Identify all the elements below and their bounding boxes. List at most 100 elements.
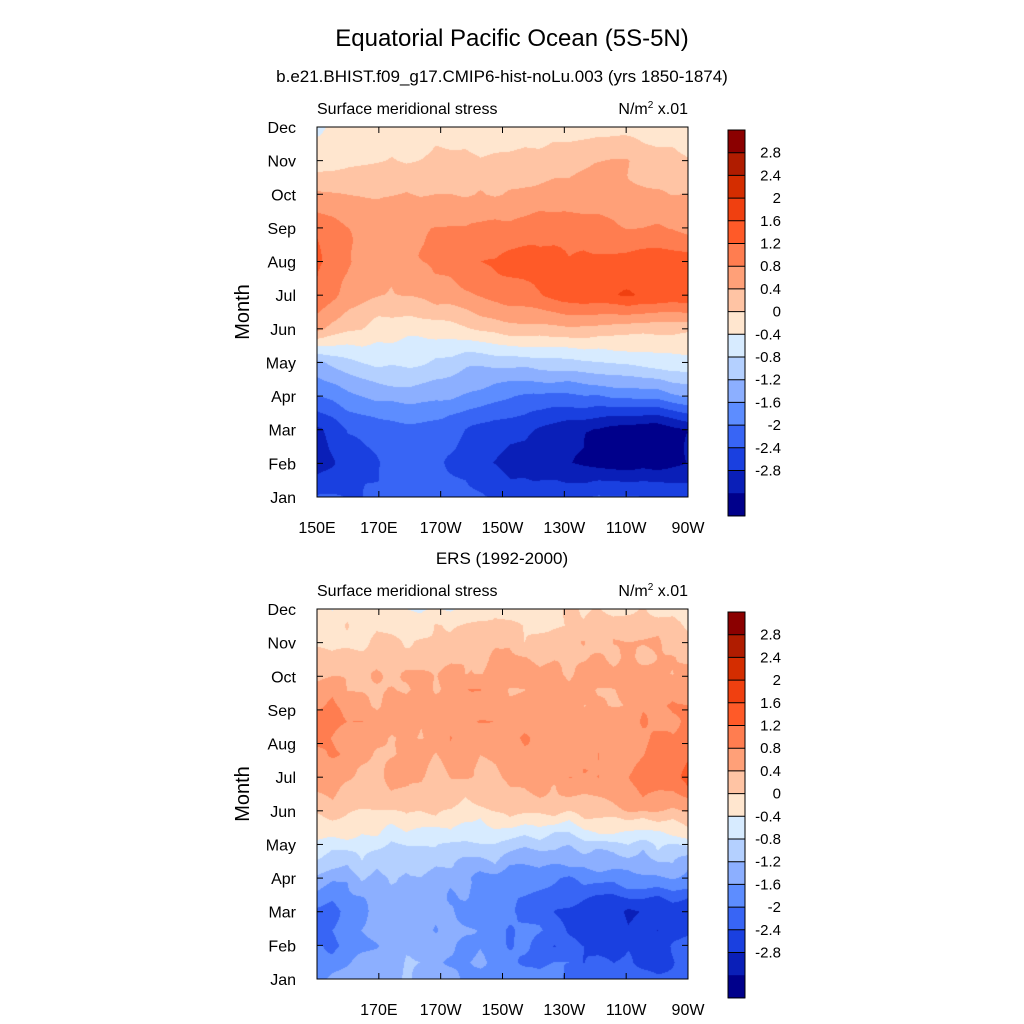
colorbar-swatch (728, 130, 745, 154)
x-tick-label: 90W (672, 1002, 706, 1019)
colorbar-label: -2.4 (755, 922, 781, 939)
y-tick-label: Jun (270, 804, 296, 821)
colorbar-swatch (728, 425, 745, 449)
colorbar-swatch (728, 288, 745, 313)
colorbar-swatch (728, 175, 745, 199)
panel-model: b.e21.BHIST.f09_g17.CMIP6-hist-noLu.003 … (232, 67, 781, 537)
colorbar-label: -2 (768, 899, 781, 916)
colorbar-swatch (728, 861, 745, 885)
colorbar-label: -2 (768, 417, 781, 434)
x-tick-label: 130W (543, 520, 586, 537)
x-tick-label: 110W (606, 520, 648, 537)
colorbar-swatch (728, 793, 745, 817)
colorbar-swatch (728, 493, 745, 517)
colorbar-label: 1.2 (760, 236, 781, 253)
panel-left-label: Surface meridional stress (317, 101, 498, 118)
y-axis-label: Month (232, 284, 254, 340)
colorbar-label: 1.6 (760, 695, 781, 712)
panel-units-label: N/m2 x.01 (618, 582, 688, 600)
colorbar-label: 1.6 (760, 213, 781, 230)
panel-subtitle: b.e21.BHIST.f09_g17.CMIP6-hist-noLu.003 … (276, 67, 728, 86)
y-tick-label: Mar (268, 905, 296, 922)
colorbar-swatch (728, 198, 745, 222)
colorbar-label: 2.4 (760, 167, 781, 184)
y-axis: Jan Feb Mar Apr May Jun Jul Aug Sep Oct Nov Dec (266, 120, 688, 507)
colorbar-swatch (728, 402, 745, 426)
colorbar-swatch (728, 357, 745, 381)
colorbar-swatch (728, 884, 745, 908)
colorbar-label: -1.6 (755, 394, 781, 411)
panel-ers: ERS (1992-2000) Surface meridional stres… (232, 549, 781, 1019)
units-tail: x.01 (653, 101, 688, 118)
colorbar-label: 0.4 (760, 281, 781, 298)
y-tick-label: Apr (271, 871, 297, 888)
colorbar-label: 0 (773, 304, 781, 321)
colorbar-swatch (728, 379, 745, 403)
x-tick-label: 90W (672, 520, 706, 537)
colorbar-swatch (728, 816, 745, 840)
colorbar-frame (727, 611, 746, 999)
y-tick-label: Sep (268, 221, 297, 238)
colorbar-swatch (728, 680, 745, 704)
y-tick-label: Mar (268, 423, 296, 440)
colorbar-label: -1.2 (755, 854, 781, 871)
colorbar-label: 0 (773, 786, 781, 803)
y-tick-label: Jul (276, 770, 296, 787)
colorbar-frame (727, 129, 746, 517)
x-tick-label: 150E (298, 520, 335, 537)
colorbar-label: 2.8 (760, 145, 781, 162)
colorbar: 2.8 2.4 2 1.6 1.2 0.8 0.4 0 -0.4 -0.8 -1.2 -1.6 -2 -2… (727, 129, 781, 517)
colorbar-swatch (728, 702, 745, 726)
y-tick-label: Feb (268, 456, 296, 473)
y-tick-label: Dec (268, 120, 296, 137)
colorbar-label: 0.4 (760, 763, 781, 780)
y-tick-label: Feb (268, 938, 296, 955)
figure-title: Equatorial Pacific Ocean (5S-5N) (335, 25, 688, 52)
units-base: N/m (618, 583, 647, 600)
colorbar-label: -1.2 (755, 372, 781, 389)
colorbar-label: 2.4 (760, 649, 781, 666)
colorbar-swatch (728, 657, 745, 681)
panel-left-label: Surface meridional stress (317, 583, 498, 600)
y-tick-label: May (266, 837, 296, 854)
x-tick-label: 170W (420, 1002, 463, 1019)
colorbar-label: -2.4 (755, 440, 781, 457)
colorbar-label: 2 (773, 190, 781, 207)
x-axis: 150E 170E 170W 150W 130W 110W 90W (298, 127, 705, 537)
y-tick-label: Nov (268, 636, 296, 653)
colorbar-swatch (728, 748, 745, 772)
colorbar-swatch (728, 447, 745, 471)
colorbar-swatch (728, 243, 745, 267)
colorbar-swatch (728, 634, 745, 658)
colorbar-swatch (728, 470, 745, 494)
y-tick-label: Dec (268, 602, 296, 619)
x-tick-label: 150W (482, 520, 525, 537)
y-tick-label: Jul (276, 288, 296, 305)
colorbar-label: 2 (773, 672, 781, 689)
heatmap-image (317, 609, 688, 979)
colorbar-label: -2.8 (755, 945, 781, 962)
heatmap-image (317, 127, 688, 497)
colorbar-label: 0.8 (760, 258, 781, 275)
colorbar-swatch (728, 266, 745, 290)
colorbar-swatch (728, 975, 745, 999)
colorbar-swatch (728, 725, 745, 749)
colorbar-swatch (728, 152, 745, 176)
panel-subtitle: ERS (1992-2000) (436, 549, 568, 568)
units-sup: 2 (648, 100, 654, 111)
y-tick-label: Nov (268, 154, 296, 171)
colorbar-label: -0.8 (755, 349, 781, 366)
units-tail: x.01 (653, 583, 688, 600)
colorbar: 2.8 2.4 2 1.6 1.2 0.8 0.4 0 -0.4 -0.8 -1.2 -1.6 -2 -2… (727, 611, 781, 999)
y-tick-label: May (266, 355, 296, 372)
colorbar-swatch (728, 612, 745, 636)
colorbar-label: -2.8 (755, 463, 781, 480)
y-axis-label: Month (232, 766, 254, 822)
y-tick-label: Oct (271, 669, 296, 686)
y-tick-label: Aug (268, 255, 296, 272)
y-tick-label: Jun (270, 322, 296, 339)
units-base: N/m (618, 101, 647, 118)
colorbar-swatch (728, 220, 745, 244)
colorbar-label: -0.4 (755, 326, 781, 343)
colorbar-swatch (728, 311, 745, 335)
